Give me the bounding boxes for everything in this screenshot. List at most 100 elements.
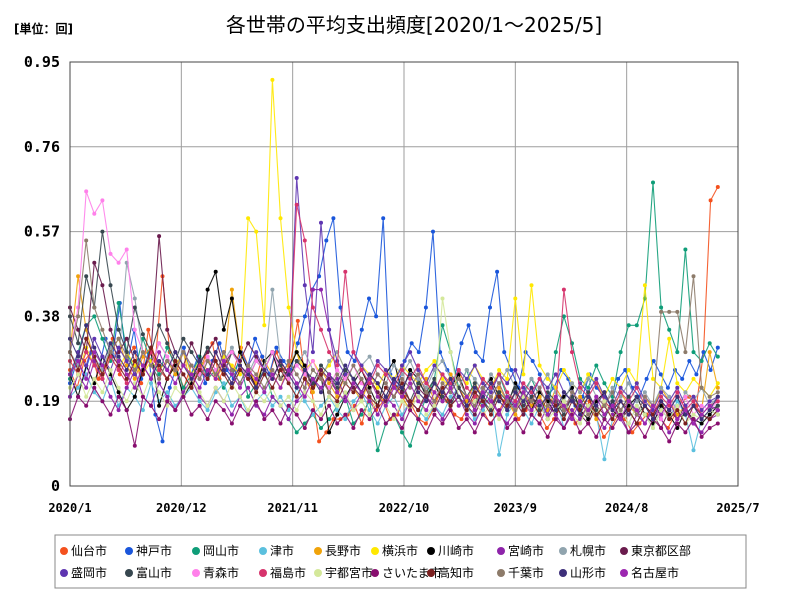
data-point — [149, 403, 153, 408]
data-point — [92, 211, 97, 216]
data-point — [634, 394, 639, 399]
data-point — [116, 368, 121, 372]
data-point — [352, 359, 357, 363]
data-point — [424, 368, 429, 372]
data-point — [319, 376, 323, 381]
data-point — [432, 363, 437, 368]
data-point — [432, 376, 437, 381]
data-point — [383, 403, 388, 408]
data-point — [375, 381, 380, 386]
data-point — [92, 260, 97, 265]
legend-marker — [497, 547, 505, 555]
data-point — [310, 350, 315, 355]
series-16 — [68, 385, 720, 448]
data-point — [294, 381, 299, 386]
data-point — [408, 399, 413, 404]
data-point — [108, 283, 113, 288]
data-point — [367, 376, 372, 381]
data-point — [431, 229, 435, 234]
data-point — [124, 354, 129, 359]
data-point — [667, 309, 672, 314]
data-point — [408, 443, 413, 448]
data-point — [116, 359, 121, 363]
data-point — [319, 412, 323, 417]
data-point — [440, 381, 445, 386]
data-point — [701, 350, 706, 355]
data-point — [310, 390, 315, 395]
data-point — [286, 368, 291, 372]
data-point — [634, 408, 639, 413]
data-point — [124, 372, 129, 377]
data-point — [610, 403, 615, 408]
data-point — [116, 260, 121, 265]
data-point — [76, 394, 81, 399]
data-point — [432, 408, 437, 413]
legend-item: 千葉市 — [497, 565, 544, 580]
data-point — [213, 359, 218, 363]
data-point — [513, 417, 518, 422]
data-point — [602, 412, 607, 417]
data-point — [391, 403, 396, 408]
data-point — [116, 301, 121, 305]
data-point — [683, 394, 688, 399]
data-point — [537, 363, 542, 368]
legend-label: 山形市 — [570, 565, 606, 580]
data-point — [530, 359, 535, 363]
data-point — [667, 430, 672, 435]
data-point — [586, 372, 591, 377]
data-point — [197, 394, 202, 399]
data-point — [124, 385, 129, 390]
data-point — [424, 417, 429, 422]
data-point — [213, 376, 218, 381]
data-point — [92, 314, 97, 319]
data-point — [165, 354, 170, 359]
data-point — [626, 323, 631, 328]
data-point — [715, 408, 720, 413]
data-point — [132, 372, 137, 377]
data-point — [626, 381, 631, 386]
legend-marker — [314, 569, 322, 577]
data-point — [383, 421, 388, 426]
legend-label: さいたま市 — [382, 565, 442, 580]
data-point — [545, 385, 550, 390]
data-point — [189, 350, 194, 355]
data-point — [246, 341, 251, 346]
data-point — [537, 376, 542, 381]
data-point — [294, 363, 299, 368]
data-point — [521, 399, 526, 404]
data-point — [343, 363, 348, 368]
data-point — [578, 399, 583, 404]
data-point — [707, 403, 712, 408]
data-point — [375, 448, 380, 453]
data-point — [505, 381, 510, 386]
data-point — [626, 430, 631, 435]
data-point — [691, 394, 696, 399]
data-point — [497, 452, 502, 457]
data-point — [165, 390, 170, 395]
data-point — [545, 434, 550, 439]
data-point — [667, 336, 672, 341]
data-point — [367, 399, 372, 404]
data-point — [432, 381, 437, 386]
data-point — [464, 368, 469, 372]
data-point — [416, 408, 421, 413]
data-point — [440, 323, 445, 328]
data-point — [116, 345, 121, 350]
data-point — [618, 417, 623, 422]
data-point — [634, 421, 639, 426]
data-point — [707, 394, 712, 399]
data-point — [140, 394, 145, 399]
data-point — [149, 376, 153, 381]
data-point — [116, 354, 121, 359]
data-point — [76, 359, 81, 363]
data-point — [229, 296, 234, 301]
data-point — [294, 350, 299, 355]
data-point — [238, 363, 242, 368]
data-point — [464, 385, 469, 390]
data-point — [359, 327, 364, 332]
data-point — [675, 417, 680, 422]
data-point — [262, 417, 267, 422]
data-point — [383, 372, 388, 377]
data-point — [149, 381, 153, 386]
data-point — [488, 305, 492, 310]
